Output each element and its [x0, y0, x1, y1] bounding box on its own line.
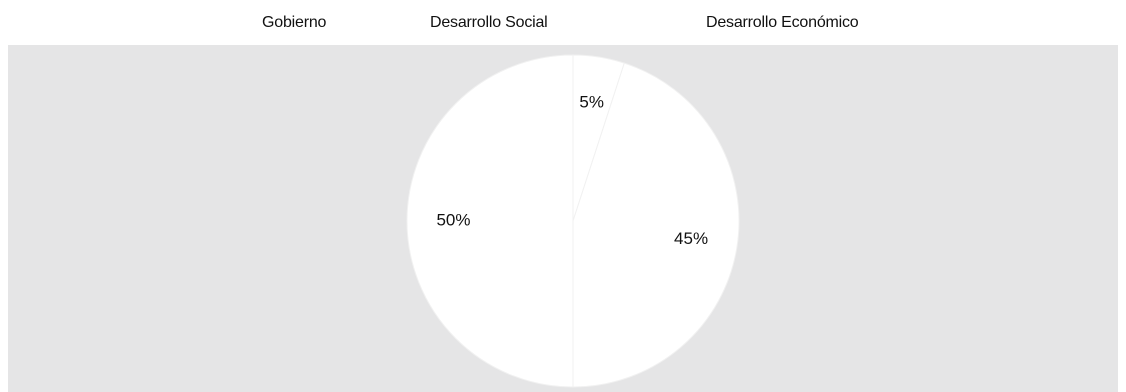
pie-slice-desarrollo-economico	[406, 54, 574, 388]
data-label-gobierno: 5%	[579, 92, 604, 111]
legend-entry-desarrollo-economico: Desarrollo Económico	[706, 14, 859, 31]
data-label-desarrollo-economico: 50%	[436, 210, 470, 229]
legend-entry-gobierno: Gobierno	[262, 14, 327, 31]
pie-slice-desarrollo-social	[572, 62, 740, 388]
data-label-desarrollo-social: 45%	[674, 229, 708, 248]
legend-entry-desarrollo-social: Desarrollo Social	[430, 14, 548, 31]
